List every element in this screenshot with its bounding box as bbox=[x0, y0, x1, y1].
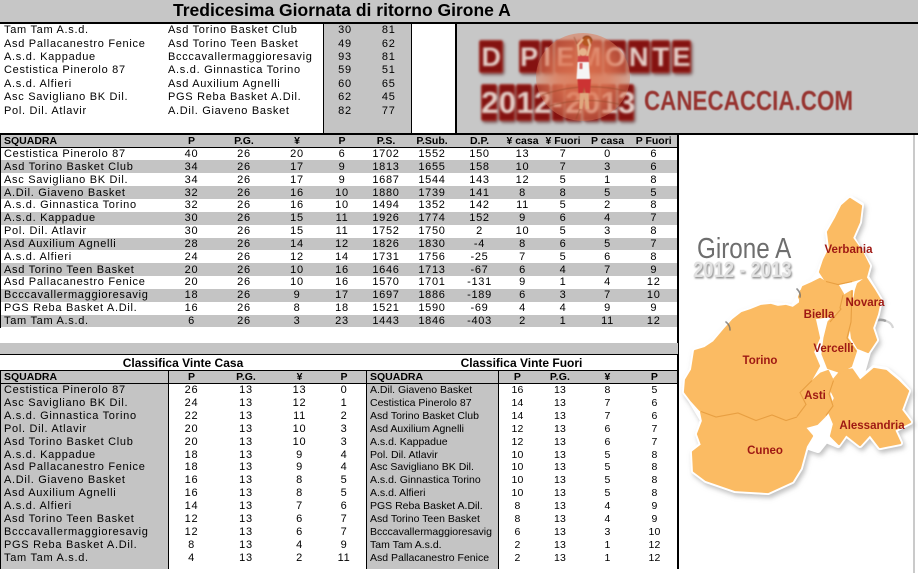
svg-text:Alessandria: Alessandria bbox=[839, 420, 905, 432]
svg-text:Asti: Asti bbox=[804, 390, 826, 402]
svg-text:Vercelli: Vercelli bbox=[813, 343, 853, 355]
svg-text:Novara: Novara bbox=[846, 297, 886, 309]
svg-text:Verbania: Verbania bbox=[825, 244, 874, 256]
svg-text:Torino: Torino bbox=[743, 355, 778, 367]
svg-text:Biella: Biella bbox=[804, 309, 835, 321]
svg-text:Cuneo: Cuneo bbox=[747, 445, 783, 457]
